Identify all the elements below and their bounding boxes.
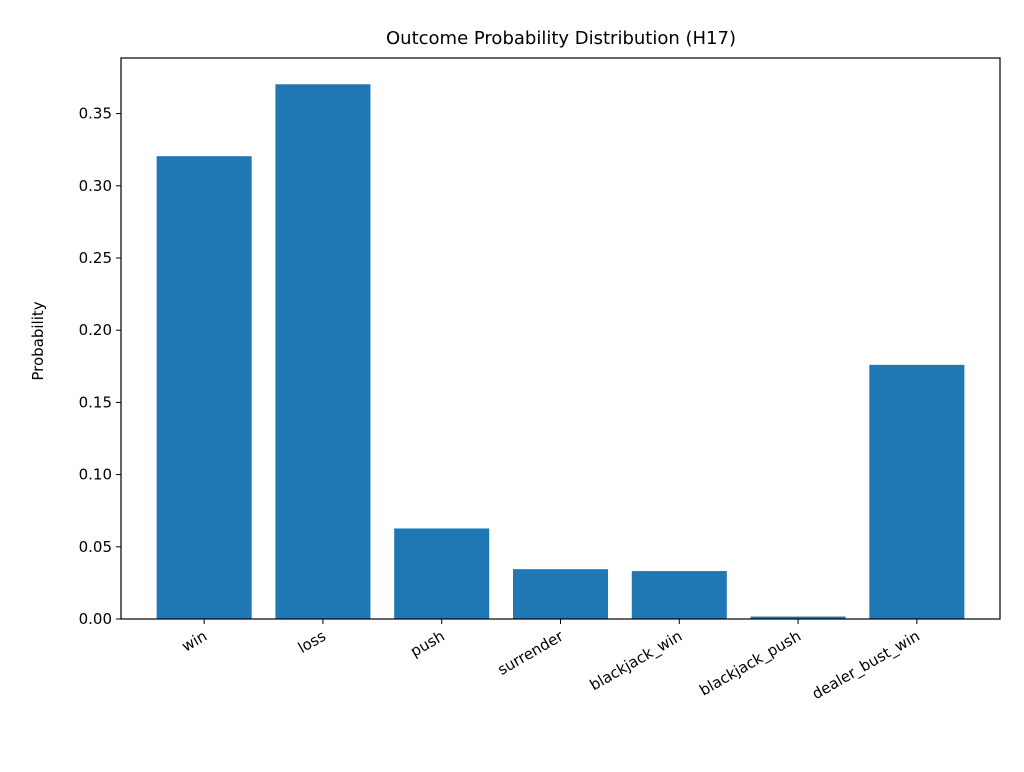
y-tick-label: 0.25 [79, 249, 112, 267]
chart-title: Outcome Probability Distribution (H17) [386, 28, 736, 49]
bar-push [394, 528, 490, 619]
y-axis-label: Probability [29, 301, 47, 380]
y-tick-label: 0.15 [79, 393, 112, 411]
bar-dealer-bust-win [869, 364, 965, 619]
y-tick-label: 0.00 [79, 610, 112, 628]
bar-blackjack-win [631, 571, 727, 619]
y-axis-ticks: 0.00 0.05 0.10 0.15 0.20 0.25 0.30 0.35 [79, 105, 121, 628]
y-tick-label: 0.10 [79, 466, 112, 484]
plot-area-frame [120, 57, 1001, 620]
y-tick-label: 0.30 [79, 177, 112, 195]
y-tick-label: 0.20 [79, 321, 112, 339]
bars [156, 84, 965, 619]
y-tick-label: 0.35 [79, 105, 112, 123]
y-tick-label: 0.05 [79, 538, 112, 556]
bar-win [156, 156, 252, 619]
bar-loss [275, 84, 371, 619]
bar-blackjack-push [750, 616, 846, 619]
bar-surrender [512, 569, 609, 619]
